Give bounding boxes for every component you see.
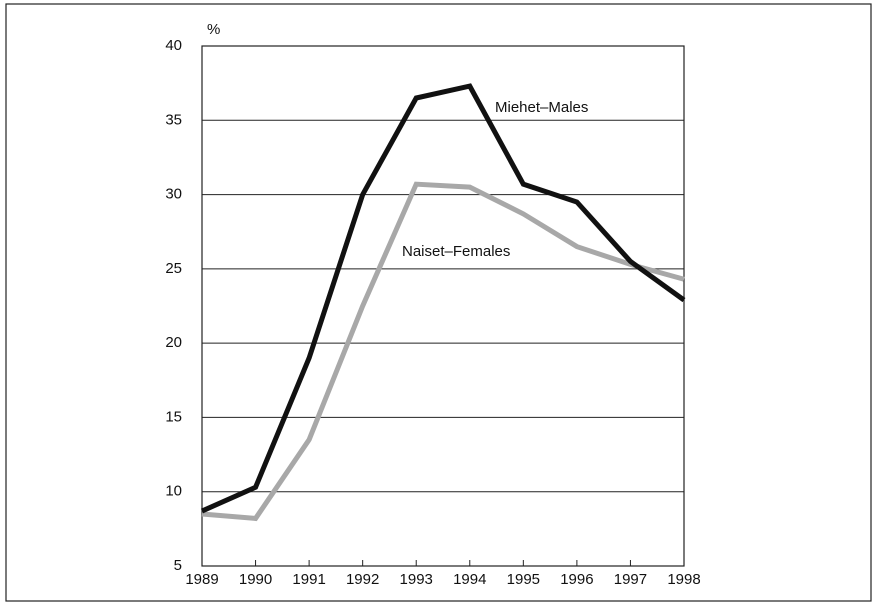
series-label: Naiset–Females xyxy=(402,243,510,260)
series-label: Miehet–Males xyxy=(495,99,588,116)
y-tick-label: 10 xyxy=(165,483,182,500)
x-tick-label: 1997 xyxy=(614,571,647,588)
series-line xyxy=(201,181,685,522)
x-tick-label: 1990 xyxy=(239,571,272,588)
y-axis-unit: % xyxy=(207,21,220,38)
y-tick-label: 35 xyxy=(165,111,182,128)
x-tick-label: 1994 xyxy=(453,571,486,588)
plot-area xyxy=(201,45,685,567)
x-tick-label: 1993 xyxy=(400,571,433,588)
x-tick-label: 1992 xyxy=(346,571,379,588)
x-tick-label: 1989 xyxy=(185,571,218,588)
frame xyxy=(5,3,872,602)
x-tick-label: 1991 xyxy=(292,571,325,588)
y-tick-label: 20 xyxy=(165,334,182,351)
y-tick-label: 15 xyxy=(165,408,182,425)
y-tick-label: 5 xyxy=(174,557,182,574)
x-tick-label: 1996 xyxy=(560,571,593,588)
y-tick-label: 40 xyxy=(165,37,182,54)
y-tick-label: 25 xyxy=(165,260,182,277)
x-tick-label: 1998 xyxy=(667,571,700,588)
x-tick-label: 1995 xyxy=(507,571,540,588)
series-line xyxy=(200,83,686,514)
y-tick-label: 30 xyxy=(165,186,182,203)
